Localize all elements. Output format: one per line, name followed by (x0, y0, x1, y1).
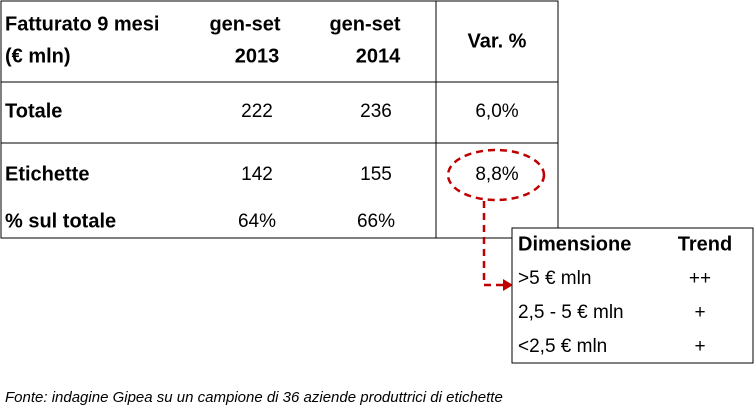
side-header-cell: Dimensione (518, 233, 631, 255)
callout-line (482, 201, 504, 287)
side-table-border (511, 227, 754, 364)
cell: 6,0% (475, 101, 518, 122)
cell: 8,8% (475, 164, 518, 185)
table-border (0, 0, 559, 239)
side-cell: + (694, 302, 705, 323)
header-cell: Var. % (468, 30, 527, 52)
side-cell: 2,5 - 5 € mln (518, 302, 624, 323)
header-cell: 2014 (356, 45, 401, 67)
highlight-ellipse (446, 148, 546, 202)
cell: 64% (238, 211, 276, 232)
side-cell: + (694, 336, 705, 357)
side-cell: >5 € mln (518, 268, 591, 289)
cell: 155 (360, 164, 392, 185)
cell: 142 (241, 164, 273, 185)
header-cell: gen-set (329, 13, 400, 35)
footnote: Fonte: indagine Gipea su un campione di … (5, 389, 503, 406)
callout-arrow (503, 279, 513, 291)
row-label: Totale (5, 100, 62, 122)
cell: 222 (241, 101, 273, 122)
header-cell: Fatturato 9 mesi (5, 13, 159, 35)
cell: 66% (357, 211, 395, 232)
side-cell: ++ (689, 268, 711, 289)
side-cell: <2,5 € mln (518, 336, 607, 357)
row-label: % sul totale (5, 210, 116, 232)
side-header-cell: Trend (678, 233, 732, 255)
header-cell: (€ mln) (5, 45, 71, 67)
row-label: Etichette (5, 163, 89, 185)
cell: 236 (360, 101, 392, 122)
header-cell: gen-set (209, 13, 280, 35)
header-cell: 2013 (235, 45, 280, 67)
